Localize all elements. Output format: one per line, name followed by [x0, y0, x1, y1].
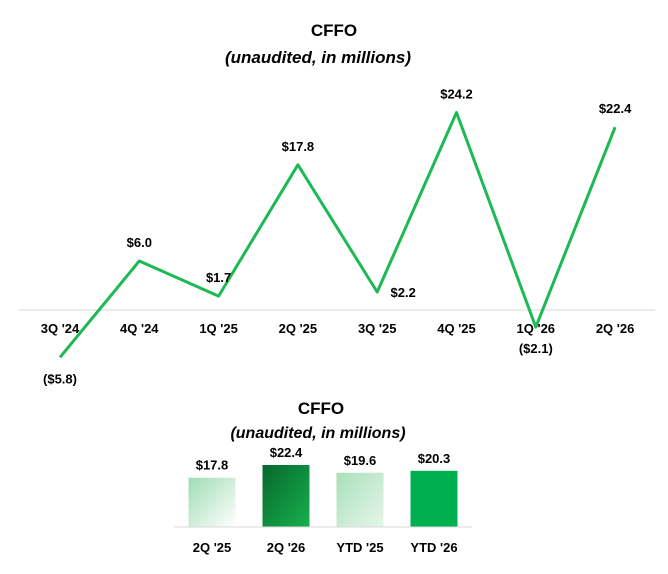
data-label: ($5.8)	[43, 371, 77, 386]
line-chart-x-ticks: 3Q '24 4Q '24 1Q '25 2Q '25 3Q '25 4Q '25 1Q '…	[41, 321, 635, 336]
bar	[336, 472, 384, 527]
x-tick-label: 2Q '25	[193, 540, 232, 555]
x-tick-label: 3Q '24	[41, 321, 80, 336]
bar	[410, 470, 458, 527]
line-chart-subtitle: (unaudited, in millions)	[225, 48, 411, 67]
x-tick-label: 4Q '25	[437, 321, 476, 336]
x-tick-label: 2Q '25	[279, 321, 318, 336]
x-tick-label: 1Q '25	[199, 321, 238, 336]
data-label: $17.8	[282, 139, 315, 154]
bar-chart-x-ticks: 2Q '25 2Q '26 YTD '25 YTD '26	[193, 540, 458, 555]
data-label: $6.0	[127, 235, 152, 250]
data-label: $2.2	[391, 285, 416, 300]
data-label: ($2.1)	[519, 341, 553, 356]
line-chart-title: CFFO	[311, 21, 357, 40]
bar-chart: CFFO (unaudited, in millions) $17.8 $22.4…	[174, 399, 472, 555]
bar-series	[188, 465, 458, 527]
data-label: $24.2	[440, 87, 473, 102]
bar	[188, 477, 236, 527]
line-chart: CFFO (unaudited, in millions) 3Q '24 4Q '…	[18, 21, 655, 386]
x-tick-label: YTD '25	[336, 540, 383, 555]
data-label: $19.6	[344, 453, 377, 468]
data-label: $22.4	[270, 445, 303, 460]
bar-chart-subtitle: (unaudited, in millions)	[230, 425, 405, 442]
line-chart-data-labels: ($5.8) $6.0 $1.7 $17.8 $2.2 $24.2 ($2.1) $22.4	[43, 87, 632, 387]
data-label: $20.3	[418, 451, 451, 466]
data-label: $1.7	[206, 270, 231, 285]
x-tick-label: 3Q '25	[358, 321, 397, 336]
line-series	[58, 111, 617, 359]
x-tick-label: 2Q '26	[267, 540, 306, 555]
x-tick-label: YTD '26	[410, 540, 457, 555]
data-label: $17.8	[196, 458, 229, 473]
x-tick-label: 4Q '24	[120, 321, 159, 336]
data-label: $22.4	[599, 101, 632, 116]
bar	[262, 465, 310, 527]
bar-chart-data-labels: $17.8 $22.4 $19.6 $20.3	[196, 445, 451, 473]
bar-chart-title: CFFO	[298, 399, 344, 418]
x-tick-label: 2Q '26	[596, 321, 635, 336]
